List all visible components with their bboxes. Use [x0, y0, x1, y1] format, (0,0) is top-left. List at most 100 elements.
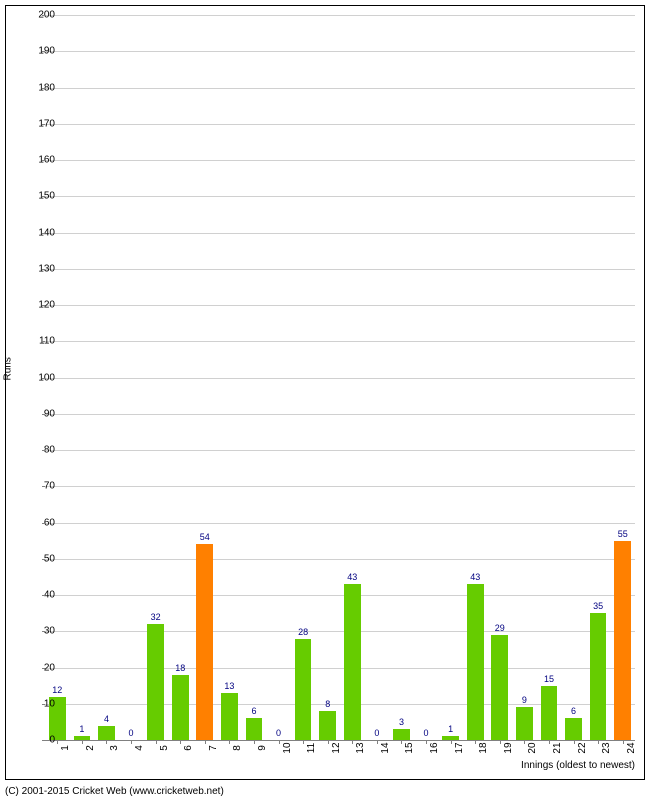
bar	[565, 718, 582, 740]
x-tick-mark	[352, 741, 353, 744]
bar	[221, 693, 238, 740]
x-tick-label: 4	[134, 745, 145, 751]
x-tick-mark	[549, 741, 550, 744]
x-tick-mark	[328, 741, 329, 744]
y-tick-label: 90	[25, 408, 55, 419]
y-axis-title: Runs	[3, 357, 14, 380]
y-tick-label: 140	[25, 227, 55, 238]
y-tick-mark	[42, 486, 45, 487]
y-tick-mark	[42, 124, 45, 125]
x-axis-line	[45, 740, 635, 741]
bar-value-label: 3	[399, 717, 404, 727]
bar	[246, 718, 263, 740]
y-tick-label: 120	[25, 300, 55, 311]
x-tick-mark	[475, 741, 476, 744]
y-tick-mark	[42, 15, 45, 16]
x-tick-mark	[279, 741, 280, 744]
y-tick-label: 180	[25, 82, 55, 93]
x-tick-label: 8	[232, 745, 243, 751]
y-tick-label: 60	[25, 517, 55, 528]
x-tick-mark	[131, 741, 132, 744]
gridline	[45, 233, 635, 234]
x-tick-mark	[205, 741, 206, 744]
y-tick-mark	[42, 269, 45, 270]
x-tick-mark	[598, 741, 599, 744]
gridline	[45, 450, 635, 451]
bar	[98, 726, 115, 741]
x-tick-label: 18	[478, 742, 489, 753]
gridline	[45, 559, 635, 560]
y-tick-label: 100	[25, 372, 55, 383]
gridline	[45, 414, 635, 415]
y-tick-mark	[42, 668, 45, 669]
bar	[344, 584, 361, 740]
y-tick-mark	[42, 450, 45, 451]
y-tick-label: 0	[25, 735, 55, 746]
bar	[541, 686, 558, 740]
bar-value-label: 55	[618, 529, 628, 539]
y-tick-label: 170	[25, 118, 55, 129]
y-tick-label: 200	[25, 10, 55, 21]
y-tick-label: 190	[25, 46, 55, 57]
x-tick-mark	[451, 741, 452, 744]
y-tick-label: 20	[25, 662, 55, 673]
y-tick-mark	[42, 595, 45, 596]
x-tick-label: 7	[208, 745, 219, 751]
bar-value-label: 35	[593, 601, 603, 611]
x-tick-label: 23	[601, 742, 612, 753]
y-tick-mark	[42, 378, 45, 379]
x-tick-label: 20	[527, 742, 538, 753]
chart-container: 121403218541360288430301432991563555 010…	[0, 0, 650, 800]
y-tick-label: 30	[25, 626, 55, 637]
bar-value-label: 8	[325, 699, 330, 709]
bar	[614, 541, 631, 740]
gridline	[45, 668, 635, 669]
x-tick-label: 24	[626, 742, 637, 753]
y-tick-mark	[42, 233, 45, 234]
y-tick-mark	[42, 341, 45, 342]
y-tick-mark	[42, 51, 45, 52]
bar-value-label: 29	[495, 623, 505, 633]
gridline	[45, 160, 635, 161]
y-tick-label: 50	[25, 553, 55, 564]
bar-value-label: 0	[129, 728, 134, 738]
bar-value-label: 1	[79, 724, 84, 734]
bar-value-label: 12	[52, 685, 62, 695]
bar	[74, 736, 91, 740]
y-tick-mark	[42, 704, 45, 705]
x-tick-label: 13	[355, 742, 366, 753]
x-tick-label: 12	[331, 742, 342, 753]
bar-value-label: 0	[424, 728, 429, 738]
y-tick-label: 70	[25, 481, 55, 492]
y-tick-label: 130	[25, 263, 55, 274]
bar-value-label: 9	[522, 695, 527, 705]
y-tick-label: 150	[25, 191, 55, 202]
plot-area: 121403218541360288430301432991563555	[45, 15, 635, 740]
bar	[467, 584, 484, 740]
x-tick-label: 10	[282, 742, 293, 753]
bar-value-label: 28	[298, 627, 308, 637]
x-tick-label: 5	[159, 745, 170, 751]
x-tick-label: 21	[552, 742, 563, 753]
x-tick-label: 9	[257, 745, 268, 751]
x-tick-mark	[303, 741, 304, 744]
bar-value-label: 1	[448, 724, 453, 734]
y-tick-label: 160	[25, 155, 55, 166]
x-tick-label: 3	[109, 745, 120, 751]
y-tick-mark	[42, 559, 45, 560]
x-tick-label: 2	[85, 745, 96, 751]
x-axis-title: Innings (oldest to newest)	[521, 760, 635, 771]
bar-value-label: 0	[374, 728, 379, 738]
bar-value-label: 18	[175, 663, 185, 673]
y-tick-mark	[42, 631, 45, 632]
bar	[590, 613, 607, 740]
y-tick-mark	[42, 196, 45, 197]
bar	[319, 711, 336, 740]
gridline	[45, 486, 635, 487]
x-tick-mark	[180, 741, 181, 744]
x-tick-label: 15	[404, 742, 415, 753]
gridline	[45, 341, 635, 342]
x-tick-mark	[106, 741, 107, 744]
x-tick-label: 22	[577, 742, 588, 753]
bar	[516, 707, 533, 740]
